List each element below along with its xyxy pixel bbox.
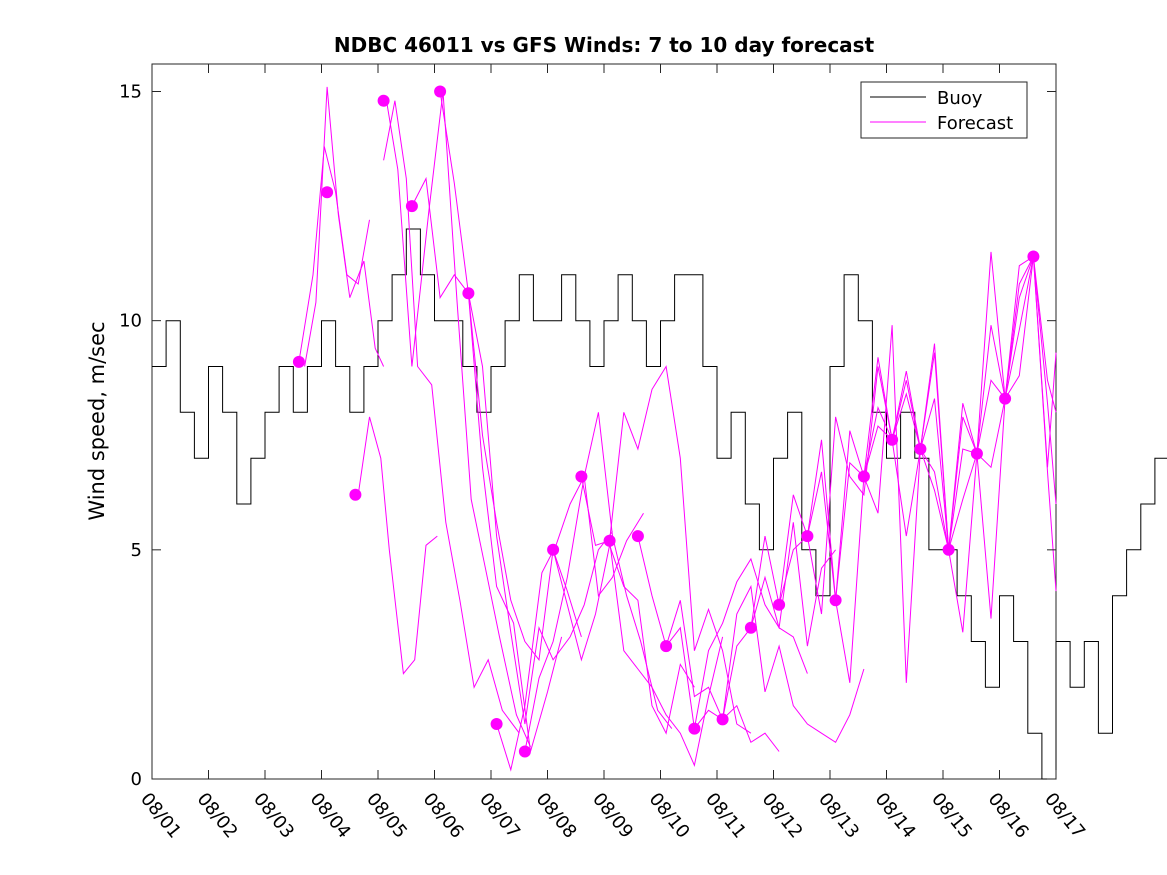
forecast-series-line-23	[891, 256, 1034, 550]
forecast-marker	[801, 530, 814, 543]
buoy-series-line	[152, 228, 1167, 780]
forecast-series-line-3	[357, 416, 438, 675]
forecast-marker	[773, 598, 786, 611]
forecast-series-line-21	[835, 380, 978, 683]
forecast-marker	[462, 287, 475, 300]
y-tick-label: 0	[131, 769, 142, 790]
forecast-series-line-2	[304, 86, 385, 367]
forecast-marker	[405, 200, 418, 213]
forecast-marker	[970, 447, 983, 460]
y-tick-label: 15	[119, 82, 142, 103]
forecast-series-line-18	[750, 425, 893, 628]
forecast-series-line-1	[298, 146, 370, 362]
forecast-marker	[999, 392, 1012, 405]
forecast-series-line-4	[383, 100, 520, 734]
forecast-marker	[886, 433, 899, 446]
forecast-marker	[434, 85, 447, 98]
forecast-marker	[377, 94, 390, 107]
forecast-series-line-22	[863, 325, 1006, 683]
legend-forecast-label: Forecast	[937, 113, 1013, 134]
forecast-marker	[575, 470, 588, 483]
forecast-marker	[349, 488, 362, 501]
forecast-series-line-6	[411, 176, 563, 752]
forecast-marker	[716, 713, 729, 726]
chart-title: NDBC 46011 vs GFS Winds: 7 to 10 day for…	[334, 33, 875, 57]
y-tick-label: 5	[131, 540, 142, 561]
forecast-marker	[1027, 250, 1040, 263]
forecast-marker	[547, 543, 560, 556]
forecast-marker	[744, 621, 757, 634]
legend-box	[860, 81, 1028, 139]
forecast-series-line-8	[467, 293, 613, 725]
legend: Buoy Forecast	[860, 81, 1028, 139]
series-layer	[152, 86, 1167, 780]
forecast-series-line-24	[919, 251, 1057, 550]
forecast-marker	[688, 722, 701, 735]
forecast-marker	[829, 594, 842, 607]
forecast-series-line-14	[637, 535, 780, 752]
y-axis-label: Wind speed, m/sec	[85, 321, 109, 520]
forecast-marker	[292, 355, 305, 368]
forecast-marker	[857, 470, 870, 483]
forecast-marker	[490, 718, 503, 730]
forecast-marker	[631, 530, 644, 543]
forecast-series-line-11	[552, 543, 695, 735]
forecast-series-line-20	[806, 366, 950, 615]
plot-area	[151, 63, 1057, 780]
forecast-series-line-5	[386, 91, 531, 748]
forecast-marker	[518, 745, 531, 758]
forecast-series-line-16	[693, 522, 836, 729]
forecast-series-line-9	[496, 474, 644, 772]
forecast-marker	[942, 543, 955, 556]
forecast-marker	[914, 443, 927, 455]
forecast-series-line-13	[609, 365, 752, 734]
forecast-marker	[321, 186, 334, 199]
marker-layer	[292, 85, 1040, 758]
legend-buoy-label: Buoy	[937, 88, 983, 109]
forecast-series-line-19	[778, 357, 921, 605]
forecast-marker	[660, 640, 673, 653]
forecast-series-line-7	[439, 91, 582, 662]
y-tick-label: 10	[119, 311, 142, 332]
forecast-series-line-15	[665, 575, 808, 730]
forecast-series-line-17	[722, 584, 865, 744]
forecast-marker	[603, 534, 616, 547]
